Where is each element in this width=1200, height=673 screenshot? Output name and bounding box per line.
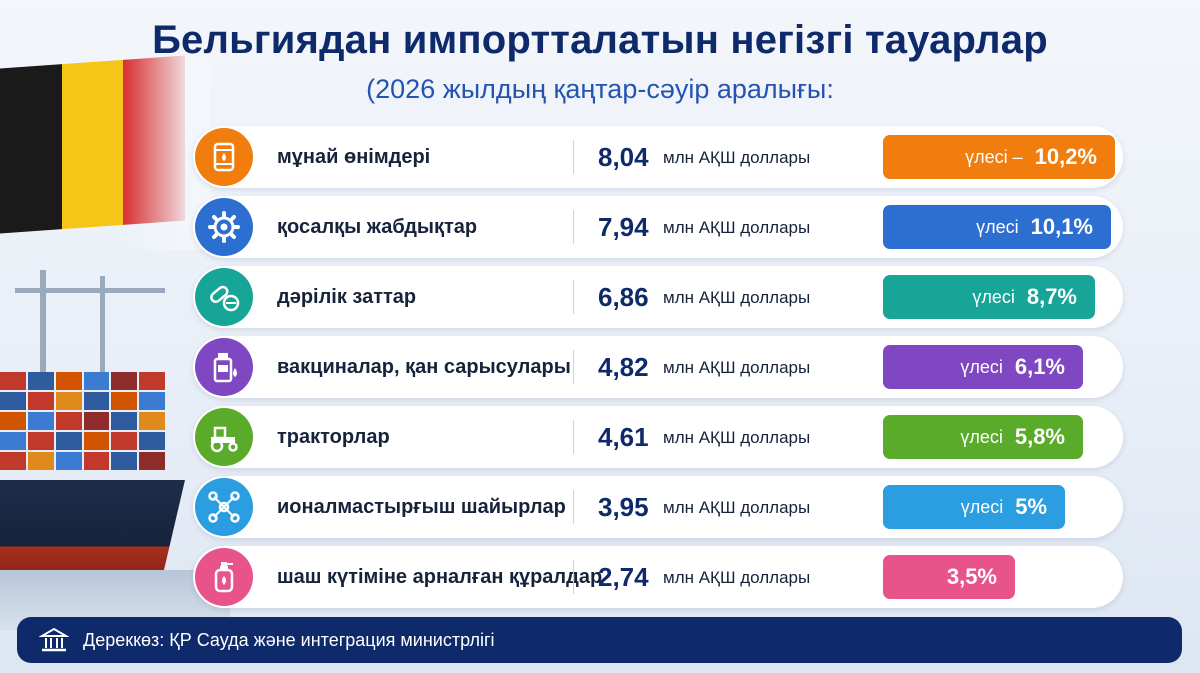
item-value: 6,86 [598, 282, 649, 312]
share-value: 10,1% [1030, 214, 1093, 239]
share-badge: үлесі 10,1% [883, 205, 1111, 249]
list-item: шаш күтіміне арналған құралдар 2,74 млн … [193, 546, 1123, 608]
share-badge: үлесі – 10,2% [883, 135, 1115, 179]
list-item: дәрілік заттар 6,86 млн АҚШ доллары үлес… [193, 266, 1123, 328]
item-value: 4,82 [598, 352, 649, 382]
item-unit: млн АҚШ доллары [663, 498, 811, 517]
share-label: үлесі [976, 216, 1019, 237]
item-unit: млн АҚШ доллары [663, 218, 811, 237]
vaccine-vial-icon [195, 338, 253, 396]
share-label: үлесі [960, 496, 1004, 517]
harbor-crane [0, 270, 200, 610]
ship-hull [0, 480, 185, 575]
share-value: 6,1% [1014, 354, 1065, 379]
page-subtitle: (2026 жылдың қаңтар-сәуір аралығы: [366, 74, 834, 104]
source-footer: Дереккөз: ҚР Сауда және интеграция минис… [17, 617, 1182, 663]
government-building-icon [39, 627, 69, 652]
share-badge: үлесі 8,7% [883, 275, 1095, 319]
import-list: мұнай өнімдері 8,04 млн АҚШ доллары үлес… [193, 126, 1123, 616]
tractor-icon [195, 408, 253, 466]
item-value: 7,94 [598, 212, 649, 242]
list-item: вакциналар, қан сарысулары 4,82 млн АҚШ … [193, 336, 1123, 398]
share-value: 3,5% [946, 564, 997, 589]
share-value: 5% [1015, 494, 1047, 519]
item-name: шаш күтіміне арналған құралдар [277, 566, 603, 588]
oil-barrel-icon [195, 128, 253, 186]
item-unit: млн АҚШ доллары [663, 358, 811, 377]
item-unit: млн АҚШ доллары [663, 148, 811, 167]
list-item: қосалқы жабдықтар 7,94 млн АҚШ доллары ү… [193, 196, 1123, 258]
gear-icon [195, 198, 253, 256]
page-title: Бельгиядан импортталатын негізгі тауарла… [152, 18, 1048, 62]
share-label: үлесі [972, 286, 1015, 307]
divider [573, 280, 574, 314]
item-value: 3,95 [598, 492, 649, 522]
molecule-icon [195, 478, 253, 536]
share-badge: үлесі 6,1% [883, 345, 1083, 389]
shampoo-bottle-icon [195, 548, 253, 606]
share-badge: үлесі 5% [883, 485, 1065, 529]
share-badge: 3,5% [883, 555, 1015, 599]
item-name: қосалқы жабдықтар [277, 216, 478, 238]
divider [573, 490, 574, 524]
item-name: вакциналар, қан сарысулары [277, 356, 571, 378]
share-label: үлесі [960, 426, 1003, 447]
divider [573, 560, 574, 594]
share-label: үлесі [960, 356, 1003, 377]
item-value: 8,04 [598, 142, 649, 172]
list-item: тракторлар 4,61 млн АҚШ доллары үлесі 5,… [193, 406, 1123, 468]
source-text: Дереккөз: ҚР Сауда және интеграция минис… [83, 629, 495, 650]
item-value: 4,61 [598, 422, 649, 452]
item-name: дәрілік заттар [277, 286, 417, 308]
item-unit: млн АҚШ доллары [663, 288, 811, 307]
cargo-containers [0, 372, 165, 484]
share-label: үлесі – [965, 146, 1023, 167]
divider [573, 350, 574, 384]
share-value: 10,2% [1034, 144, 1097, 169]
item-unit: млн АҚШ доллары [663, 568, 811, 587]
item-name: тракторлар [277, 426, 390, 448]
divider [573, 140, 574, 174]
list-item: мұнай өнімдері 8,04 млн АҚШ доллары үлес… [193, 126, 1123, 188]
divider [573, 210, 574, 244]
divider [573, 420, 574, 454]
item-name: ионалмастырғыш шайырлар [277, 496, 566, 518]
item-unit: млн АҚШ доллары [663, 428, 811, 447]
share-value: 5,8% [1014, 424, 1065, 449]
share-badge: үлесі 5,8% [883, 415, 1083, 459]
item-value: 2,74 [598, 562, 649, 592]
list-item: ионалмастырғыш шайырлар 3,95 млн АҚШ дол… [193, 476, 1123, 538]
share-value: 8,7% [1026, 284, 1077, 309]
pills-icon [195, 268, 253, 326]
item-name: мұнай өнімдері [277, 146, 431, 168]
